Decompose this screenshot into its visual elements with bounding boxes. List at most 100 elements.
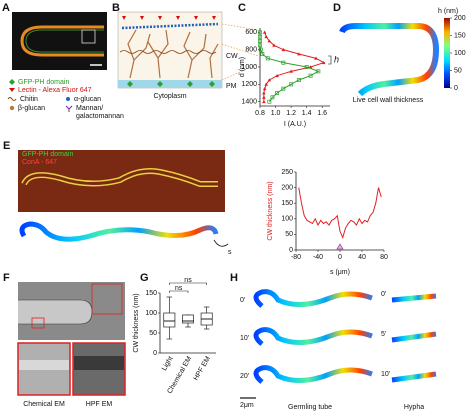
x-tick-label: 1.2 bbox=[286, 110, 296, 117]
x-tick-label: 1.6 bbox=[317, 110, 327, 117]
cell-wall bbox=[19, 360, 69, 370]
marker bbox=[262, 86, 267, 91]
marker bbox=[267, 99, 272, 104]
y-axis-label: CW thickness (nm) bbox=[133, 293, 140, 352]
x-tick-label: -40 bbox=[313, 254, 323, 261]
caption: Chemical EM bbox=[23, 401, 65, 408]
marker bbox=[297, 52, 301, 56]
legend-text: β-glucan bbox=[18, 105, 45, 112]
arc-arrow bbox=[213, 239, 229, 247]
box bbox=[182, 314, 194, 324]
colorbar-tick-label: 150 bbox=[454, 32, 466, 39]
layer-label: PM bbox=[226, 83, 237, 90]
time-label: 20' bbox=[240, 373, 249, 380]
y-tick-label: 600 bbox=[245, 29, 257, 36]
y-axis-label: d (nm) bbox=[239, 57, 246, 77]
significance-label: ns bbox=[184, 277, 192, 284]
y-tick-label: 800 bbox=[245, 47, 257, 54]
y-tick-label: 0 bbox=[153, 350, 157, 357]
legend-text: Chitin bbox=[20, 96, 38, 103]
thickness-map bbox=[391, 293, 437, 383]
y-axis-label: CW thickness (nm) bbox=[267, 181, 274, 240]
panel-letter: C bbox=[238, 2, 246, 14]
glucan-branches bbox=[127, 29, 219, 79]
thickness-map bbox=[339, 23, 440, 97]
legend-text: galactomannan bbox=[76, 113, 124, 120]
panel-letter: G bbox=[140, 272, 149, 284]
marker bbox=[321, 60, 326, 65]
panel-letter: D bbox=[333, 2, 341, 14]
marker bbox=[289, 82, 294, 87]
legend-icon bbox=[65, 105, 73, 112]
y-tick-label: 150 bbox=[145, 290, 157, 297]
legend-text: GFP-PH domain bbox=[22, 151, 73, 158]
zoom-box bbox=[81, 29, 96, 44]
legend-icon bbox=[9, 88, 15, 92]
colorbar-label: h (nm) bbox=[438, 8, 458, 15]
significance-label: ns bbox=[175, 285, 183, 292]
thickness-map bbox=[253, 327, 373, 346]
legend-icon bbox=[66, 97, 70, 101]
cell-interior bbox=[22, 169, 218, 186]
marker bbox=[275, 91, 280, 95]
plasma-membrane bbox=[118, 80, 222, 88]
x-tick-label: 0 bbox=[338, 254, 342, 261]
x-tick-label: -80 bbox=[291, 254, 301, 261]
legend-icon bbox=[9, 79, 15, 85]
guide-lines bbox=[221, 23, 259, 81]
marker bbox=[258, 47, 263, 52]
y-tick-label: 200 bbox=[281, 184, 293, 191]
annotation-bracket bbox=[328, 55, 332, 65]
marker bbox=[275, 73, 279, 78]
marker bbox=[262, 30, 267, 34]
panel-letter: F bbox=[3, 272, 10, 284]
marker bbox=[258, 39, 262, 43]
significance-bracket bbox=[169, 290, 189, 293]
y-tick-label: 50 bbox=[149, 330, 157, 337]
legend-icon bbox=[7, 97, 17, 101]
layer-label: CW bbox=[226, 53, 238, 60]
x-tick-label: 0.8 bbox=[255, 110, 265, 117]
marker bbox=[265, 56, 270, 61]
significance-bracket bbox=[169, 282, 207, 285]
marker bbox=[258, 34, 262, 39]
marker bbox=[308, 73, 313, 78]
x-tick-label: 1.0 bbox=[271, 110, 281, 117]
y-tick-label: 250 bbox=[281, 169, 293, 176]
schematic-frame bbox=[117, 11, 223, 89]
y-tick-label: 100 bbox=[281, 216, 293, 223]
series-line bbox=[263, 32, 326, 102]
panel-letter: B bbox=[112, 2, 120, 14]
legend-text: ConA - 647 bbox=[22, 159, 57, 166]
legend-text: Mannan/ bbox=[76, 105, 103, 112]
legend-icon bbox=[9, 105, 15, 111]
annotation: h bbox=[334, 54, 339, 64]
colorbar-tick-label: 100 bbox=[454, 50, 466, 57]
thickness-map bbox=[19, 221, 219, 242]
caption: Germling tube bbox=[288, 404, 332, 411]
marker bbox=[314, 56, 318, 60]
legend-text: GFP-PH domain bbox=[18, 79, 69, 86]
x-tick-label: 40 bbox=[358, 254, 366, 261]
marker bbox=[272, 43, 276, 47]
colorbar-tick-label: 200 bbox=[454, 15, 466, 22]
marker bbox=[262, 99, 266, 104]
legend-text: α-glucan bbox=[74, 96, 101, 103]
marker bbox=[270, 95, 275, 100]
cell-wall bbox=[74, 356, 124, 370]
marker bbox=[281, 47, 286, 52]
thickness-map bbox=[253, 365, 373, 384]
y-tick-label: 0 bbox=[289, 247, 293, 254]
caption: Hypha bbox=[404, 404, 424, 411]
cell-outline bbox=[20, 25, 104, 57]
box bbox=[163, 312, 176, 328]
time-label: 5' bbox=[381, 331, 386, 338]
chitin-fibers bbox=[119, 50, 217, 54]
axis bbox=[259, 28, 330, 107]
marker bbox=[281, 86, 286, 91]
colorbar-tick-label: 50 bbox=[454, 67, 462, 74]
time-label: 10' bbox=[240, 335, 249, 342]
